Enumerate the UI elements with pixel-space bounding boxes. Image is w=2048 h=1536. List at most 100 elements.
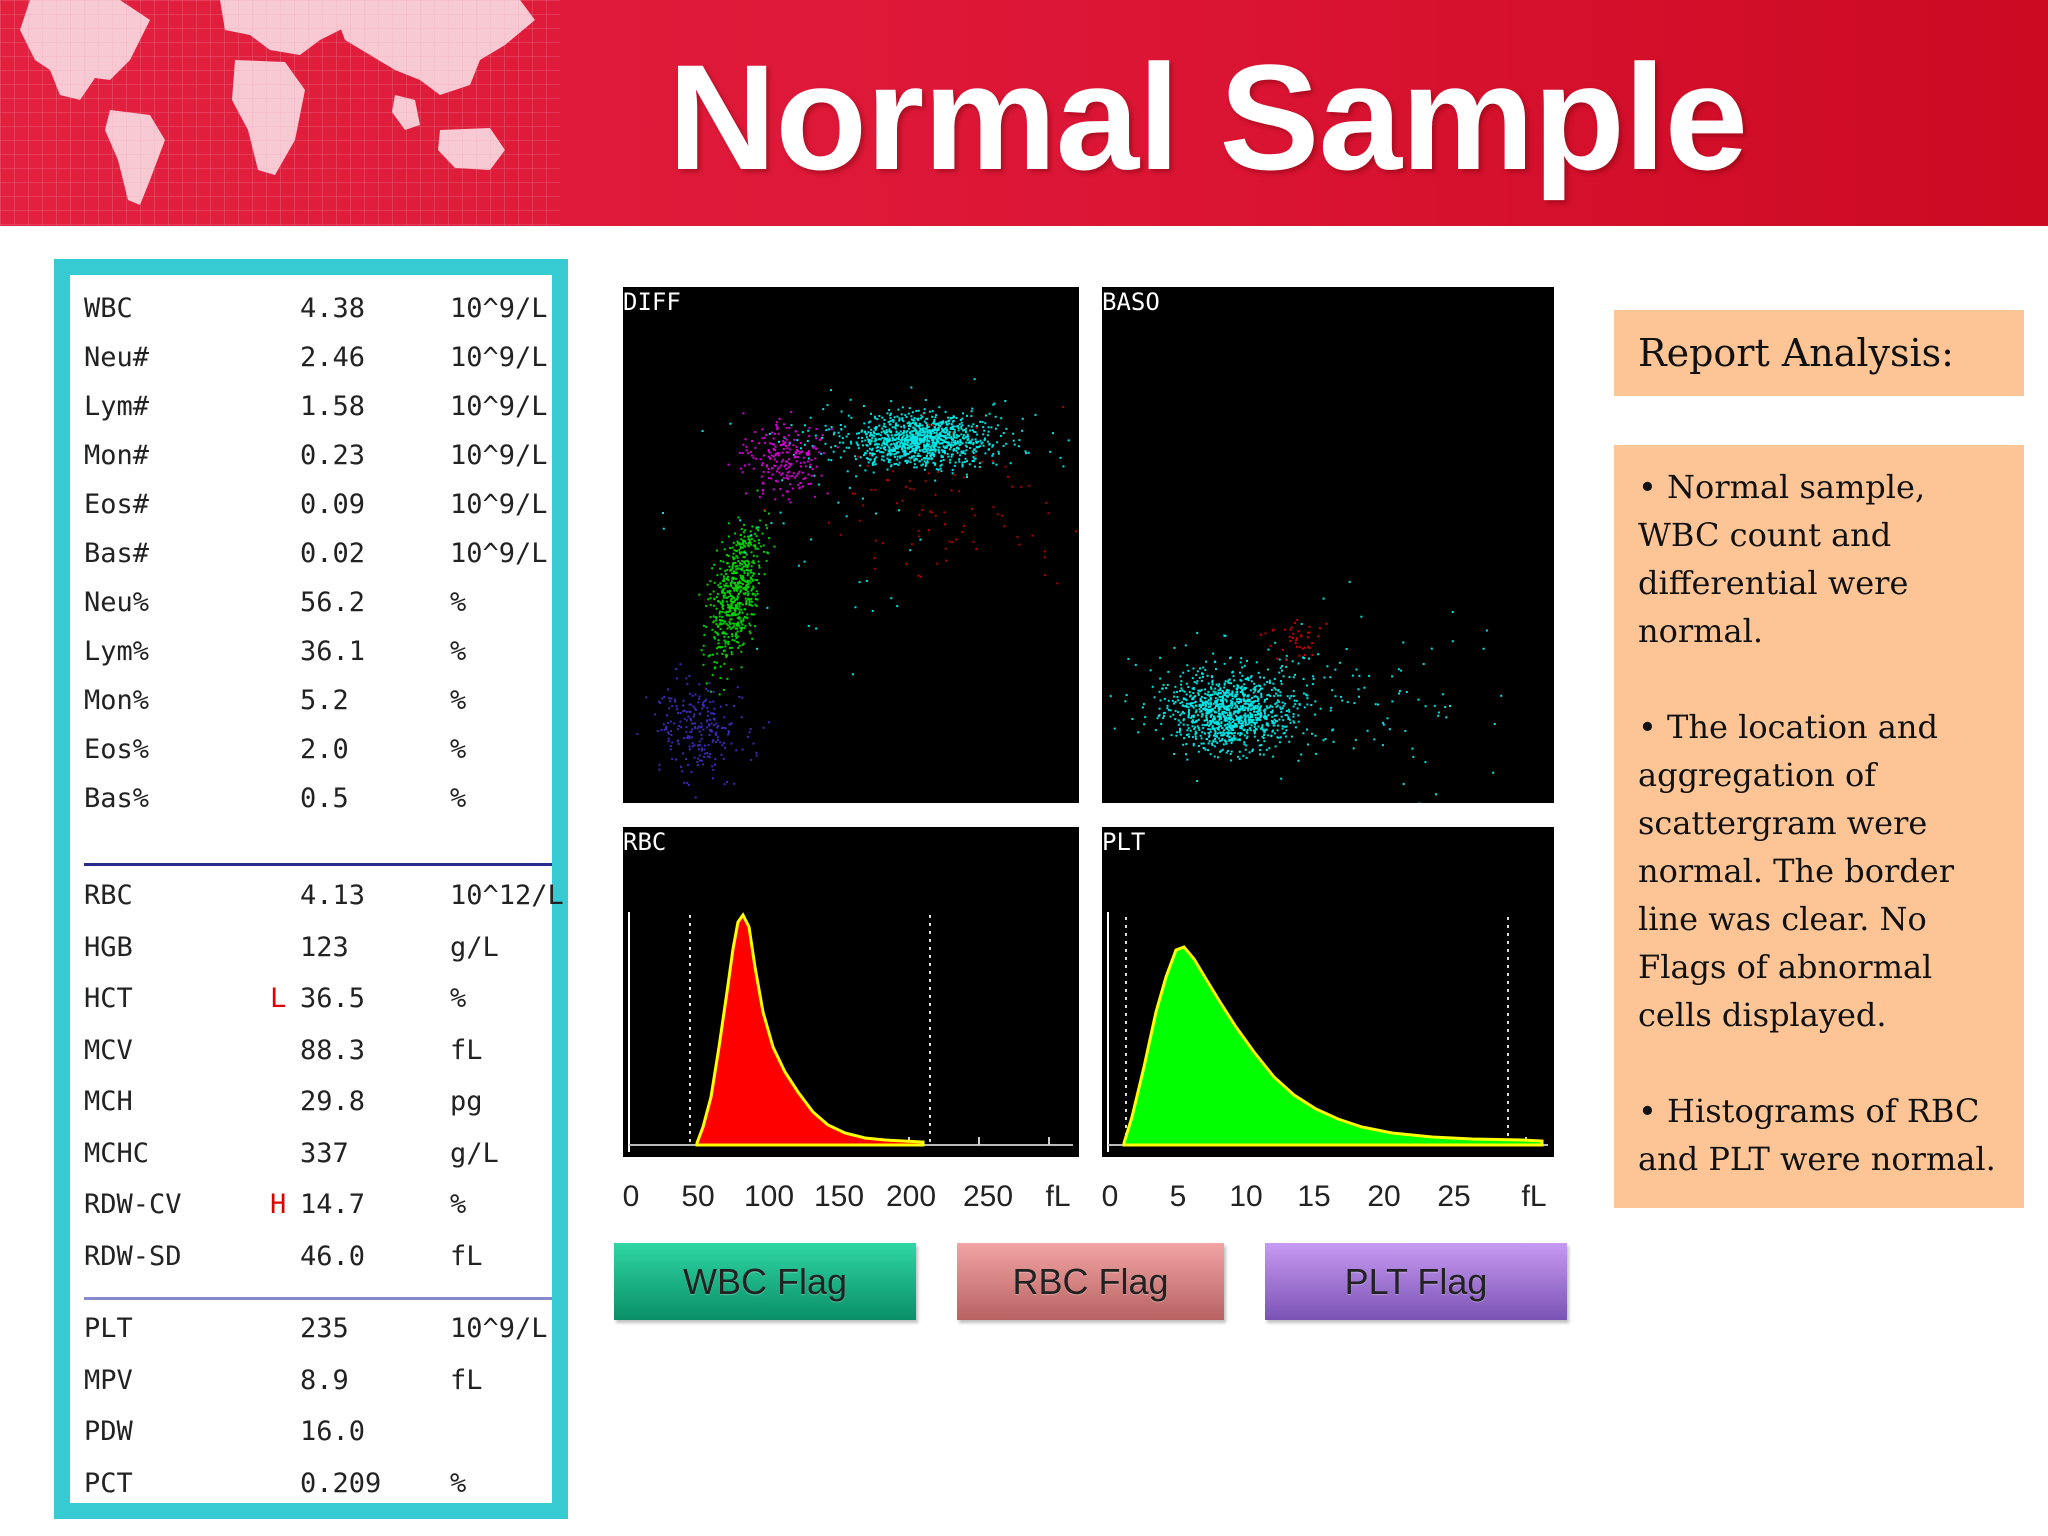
axis-unit: fL [1521, 1180, 1547, 1213]
result-value: 2.46 [300, 342, 366, 373]
result-unit: % [450, 783, 467, 814]
result-value: 46.0 [300, 1240, 366, 1272]
result-unit: fL [450, 1364, 483, 1396]
result-unit: g/L [450, 1137, 499, 1169]
rbc-histogram-curve [695, 912, 925, 1147]
baso-scattergram: BASO [1102, 287, 1554, 803]
result-row: WBC 4.38 10^9/L [70, 285, 552, 333]
result-name: Lym% [84, 636, 150, 667]
rbc-histogram: RBC [623, 827, 1079, 1157]
tick-label: 20 [1367, 1180, 1401, 1213]
result-unit: 10^9/L [450, 293, 548, 324]
result-unit: 10^9/L [450, 391, 548, 422]
report-analysis-body: • Normal sample, WBC count and different… [1614, 445, 2024, 1208]
tick-label: 0 [622, 1180, 640, 1213]
result-row: Mon# 0.23 10^9/L [70, 432, 552, 480]
result-value: 0.5 [300, 783, 349, 814]
result-row: HGB 123 g/L [70, 924, 552, 972]
diff-scattergram: DIFF [623, 287, 1079, 803]
result-value: 36.1 [300, 636, 366, 667]
result-name: RBC [84, 880, 133, 911]
tick-label: 5 [1169, 1180, 1187, 1213]
result-name: MCHC [84, 1137, 150, 1169]
result-unit: % [450, 1467, 467, 1499]
result-name: PCT [84, 1467, 133, 1499]
result-value: 4.13 [300, 880, 366, 911]
result-name: Bas# [84, 538, 150, 569]
result-name: Mon% [84, 685, 150, 716]
result-unit: 10^9/L [450, 538, 548, 569]
analysis-bullet: • The location and aggregation of scatte… [1638, 708, 1954, 1034]
axis-unit: fL [1045, 1180, 1071, 1213]
result-unit: fL [450, 1034, 483, 1066]
result-unit: 10^9/L [450, 1313, 548, 1344]
tick-label: 25 [1437, 1180, 1471, 1213]
result-row: Eos# 0.09 10^9/L [70, 481, 552, 529]
result-value: 235 [300, 1313, 349, 1344]
rbc-flag-button[interactable]: RBC Flag [957, 1243, 1224, 1320]
result-row: Lym# 1.58 10^9/L [70, 383, 552, 431]
result-unit: g/L [450, 931, 499, 963]
result-name: RDW-CV [84, 1189, 182, 1220]
plt-histogram-curve [1122, 945, 1544, 1147]
result-row: Mon% 5.2% [70, 677, 552, 725]
tick-label: 15 [1297, 1180, 1331, 1213]
result-name: Bas% [84, 783, 150, 814]
result-row: PCT 0.209% [70, 1460, 552, 1508]
result-unit: % [450, 587, 467, 618]
result-unit: % [450, 636, 467, 667]
result-value: 29.8 [300, 1086, 366, 1117]
report-analysis-header: Report Analysis: [1614, 310, 2024, 396]
wbc-flag-button[interactable]: WBC Flag [614, 1243, 916, 1320]
result-row: Lym% 36.1% [70, 628, 552, 676]
result-row: MCV 88.3 fL [70, 1027, 552, 1075]
result-flag: L [270, 983, 287, 1014]
result-value: 4.38 [300, 293, 366, 324]
analysis-bullet: • Normal sample, WBC count and different… [1638, 468, 1926, 650]
plt-histogram-label: PLT [1102, 828, 1146, 856]
plt-flag-button[interactable]: PLT Flag [1265, 1243, 1567, 1320]
result-value: 337 [300, 1137, 349, 1169]
result-name: MCH [84, 1086, 133, 1117]
result-row: HCT L 36.5% [70, 975, 552, 1023]
result-row: Neu% 56.2% [70, 579, 552, 627]
result-unit: % [450, 734, 467, 765]
plt-axis-ticks: 0 5 10 15 20 25 fL [1102, 1180, 1558, 1224]
result-unit: % [450, 685, 467, 716]
result-name: Eos% [84, 734, 150, 765]
plt-histogram: PLT [1102, 827, 1554, 1157]
section-divider [84, 1297, 552, 1300]
result-name: MPV [84, 1364, 133, 1396]
title-banner: Normal Sample [0, 0, 2048, 226]
result-value: 36.5 [300, 983, 366, 1014]
result-flag: H [270, 1189, 287, 1220]
result-value: 2.0 [300, 734, 349, 765]
result-unit: 10^9/L [450, 440, 548, 471]
rbc-histogram-canvas [628, 912, 1073, 1152]
result-row: MCH 29.8 pg [70, 1078, 552, 1126]
tick-label: 250 [962, 1180, 1014, 1213]
tick-label: 0 [1101, 1180, 1119, 1213]
page-title: Normal Sample [668, 33, 1748, 201]
result-row: RDW-CV H 14.7% [70, 1181, 552, 1229]
result-value: 0.09 [300, 489, 366, 520]
result-row: Bas# 0.02 10^9/L [70, 530, 552, 578]
result-value: 5.2 [300, 685, 349, 716]
result-unit: pg [450, 1086, 483, 1117]
world-map-icon [0, 0, 560, 226]
result-name: Neu# [84, 342, 150, 373]
result-row: PLT 235 10^9/L [70, 1305, 552, 1353]
tick-label: 200 [885, 1180, 937, 1213]
result-value: 0.02 [300, 538, 366, 569]
result-name: PLT [84, 1313, 133, 1344]
result-name: Neu% [84, 587, 150, 618]
tick-label: 100 [743, 1180, 795, 1213]
result-row: Eos% 2.0% [70, 726, 552, 774]
tick-label: 150 [813, 1180, 865, 1213]
result-name: WBC [84, 293, 133, 324]
result-value: 14.7 [300, 1189, 366, 1220]
result-unit: fL [450, 1240, 483, 1272]
result-value: 123 [300, 931, 349, 963]
result-value: 0.23 [300, 440, 366, 471]
result-name: HCT [84, 983, 133, 1014]
